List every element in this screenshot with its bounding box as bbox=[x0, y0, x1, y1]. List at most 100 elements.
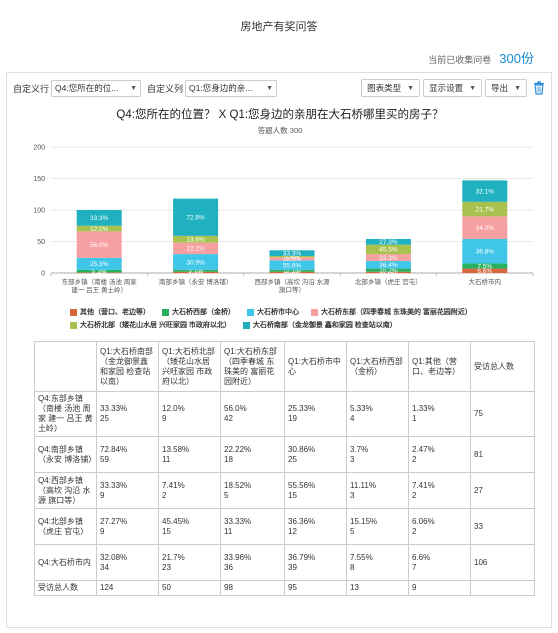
bar-segment bbox=[462, 180, 508, 202]
footer-cell: 9 bbox=[408, 580, 471, 596]
row-select[interactable]: Q4:您所在的位... ▼ bbox=[51, 79, 142, 97]
cell-percent: 33.33% bbox=[224, 516, 252, 526]
bar-segment bbox=[76, 231, 122, 258]
data-label: 13.6% bbox=[186, 237, 205, 244]
legend-item[interactable]: 大石桥市中心 bbox=[247, 307, 299, 317]
export-label: 导出 bbox=[491, 83, 509, 93]
cell-percent: 3.7% bbox=[350, 444, 369, 454]
cell-percent: 12.0% bbox=[162, 404, 185, 413]
chevron-down-icon: ▼ bbox=[407, 84, 415, 92]
bar-segment bbox=[76, 225, 122, 232]
column-header: Q1:大石桥市中心 bbox=[284, 341, 347, 392]
col-label: 自定义列 bbox=[147, 83, 184, 94]
table-cell: 11.11% 3 bbox=[346, 472, 409, 509]
bar-segment bbox=[173, 271, 219, 273]
bar-segment bbox=[173, 269, 219, 272]
cell-percent: 7.55% bbox=[350, 552, 373, 562]
data-label: 2.5% bbox=[188, 270, 203, 277]
data-label: 30.9% bbox=[186, 259, 205, 266]
footer-cell: 13 bbox=[346, 580, 409, 596]
crosstab-table: Q1:大石桥南部（金龙御景鑫和家园 检查站以南） Q1:大石桥北部（矮花山水居 兴… bbox=[34, 341, 535, 596]
chevron-down-icon: ▼ bbox=[130, 84, 138, 92]
x-tick-label: 南部乡镇（永安 博洛铺） bbox=[159, 277, 232, 286]
cell-count: 42 bbox=[224, 414, 233, 423]
cell-percent: 18.52% bbox=[224, 480, 252, 490]
col-select-value: Q1:您身边的亲... bbox=[189, 83, 253, 93]
bar-segment bbox=[269, 271, 315, 273]
chart-title: Q4:您所在的位置？ X Q1:您身边的亲朋在大石桥哪里买的房子？ bbox=[116, 109, 444, 121]
bar-segment bbox=[462, 201, 508, 217]
x-tick-label: 建一 吕王 黄土岭） bbox=[71, 285, 127, 294]
cell-count: 2 bbox=[162, 490, 167, 500]
cell-percent: 33.96% bbox=[224, 552, 252, 562]
legend-label: 大石桥东部（四季春城 东珠美的 富丽花园附近） bbox=[321, 309, 472, 316]
bar-segment bbox=[269, 269, 315, 272]
y-tick-label: 200 bbox=[33, 145, 45, 152]
table-row: Q4:南部乡镇（永安 博洛铺） 72.84% 59 13.58% 11 22.22% 18 3… bbox=[34, 436, 535, 473]
cell-count: 3 bbox=[350, 490, 355, 500]
column-header: 受访总人数 bbox=[470, 341, 535, 392]
cell-count: 2 bbox=[412, 490, 417, 500]
cell-percent: 45.45% bbox=[162, 516, 190, 526]
cell-count: 5 bbox=[350, 526, 355, 536]
cell-percent: 13.58% bbox=[162, 444, 190, 454]
cell-count: 4 bbox=[350, 414, 355, 423]
collected-count: 300份 bbox=[499, 51, 534, 66]
legend-label: 大石桥北部（矮花山水居 兴旺家园 市政府以北） bbox=[80, 322, 231, 329]
cell-percent: 1.33% bbox=[412, 404, 435, 413]
legend-item[interactable]: 大石桥西部（金桥） bbox=[162, 307, 235, 317]
row-total: 81 bbox=[470, 436, 535, 473]
cell-count: 15 bbox=[288, 490, 297, 500]
table-cell: 33.33% 9 bbox=[96, 472, 159, 509]
cell-percent: 15.15% bbox=[350, 516, 378, 526]
cell-percent: 32.08% bbox=[100, 552, 128, 562]
column-header: Q1:大石桥东部（四季春城 东珠美的 富丽花园附近） bbox=[220, 341, 285, 392]
data-label: 34.0% bbox=[476, 225, 495, 232]
legend-item[interactable]: 大石桥南部（金龙御景 鑫和家园 检查站以南） bbox=[242, 320, 397, 330]
cell-count: 9 bbox=[100, 526, 105, 536]
footer-cell: 50 bbox=[158, 580, 221, 596]
data-label: 7.4% bbox=[285, 254, 300, 261]
col-select[interactable]: Q1:您身边的亲... ▼ bbox=[185, 79, 278, 97]
display-settings-button[interactable]: 显示设置 ▼ bbox=[423, 79, 483, 97]
bar-segment bbox=[269, 250, 315, 256]
bar-segment bbox=[365, 254, 411, 262]
cell-count: 23 bbox=[162, 562, 171, 572]
cell-percent: 33.33% bbox=[100, 480, 128, 490]
cell-count: 9 bbox=[162, 414, 167, 423]
data-label: 12.0% bbox=[90, 226, 109, 233]
page-title: 房地产有奖问答 bbox=[240, 21, 318, 33]
chart-type-button[interactable]: 图表类型 ▼ bbox=[361, 79, 421, 97]
trash-icon[interactable] bbox=[533, 81, 545, 95]
legend-item[interactable]: 其他（营口、老边等） bbox=[70, 307, 150, 317]
cell-count: 12 bbox=[288, 526, 297, 536]
x-tick-label: 大石桥市内 bbox=[469, 277, 502, 286]
table-row: Q4:大石桥市内 32.08% 34 21.7% 23 33.96% 36 36.79% 39 7… bbox=[34, 544, 535, 581]
table-cell: 7.55% 8 bbox=[346, 544, 409, 581]
data-label: 18.5% bbox=[283, 256, 302, 263]
collected-summary: 当前已收集问卷 300份 bbox=[428, 48, 534, 67]
table-cell: 30.86% 25 bbox=[284, 436, 347, 473]
row-label: 自定义行 bbox=[13, 83, 50, 94]
bar-segment bbox=[365, 238, 411, 245]
legend-item[interactable]: 大石桥东部（四季春城 东珠美的 富丽花园附近） bbox=[311, 307, 472, 317]
bar-segment bbox=[462, 268, 508, 273]
cell-percent: 25.33% bbox=[288, 404, 316, 413]
table-cell: 3.7% 3 bbox=[346, 436, 409, 473]
cell-percent: 36.79% bbox=[288, 552, 316, 562]
bar-segment bbox=[173, 235, 219, 243]
x-tick-label: 旗口等） bbox=[279, 285, 305, 294]
footer-cell: 95 bbox=[284, 580, 347, 596]
legend-item[interactable]: 大石桥北部（矮花山水居 兴旺家园 市政府以北） bbox=[70, 320, 231, 330]
bar-segment bbox=[173, 254, 219, 270]
legend-label: 大石桥南部（金龙御景 鑫和家园 检查站以南） bbox=[252, 322, 397, 329]
cell-count: 34 bbox=[100, 562, 109, 572]
bar-segment bbox=[76, 210, 122, 226]
footer-cell bbox=[470, 580, 535, 596]
table-cell: 6.06% 2 bbox=[408, 508, 471, 545]
bar-segment bbox=[365, 268, 411, 272]
table-cell: 22.22% 18 bbox=[220, 436, 285, 473]
column-header: Q1:其他（营口、老边等） bbox=[408, 341, 471, 392]
export-button[interactable]: 导出 ▼ bbox=[485, 79, 527, 97]
bar-segment bbox=[173, 242, 219, 255]
